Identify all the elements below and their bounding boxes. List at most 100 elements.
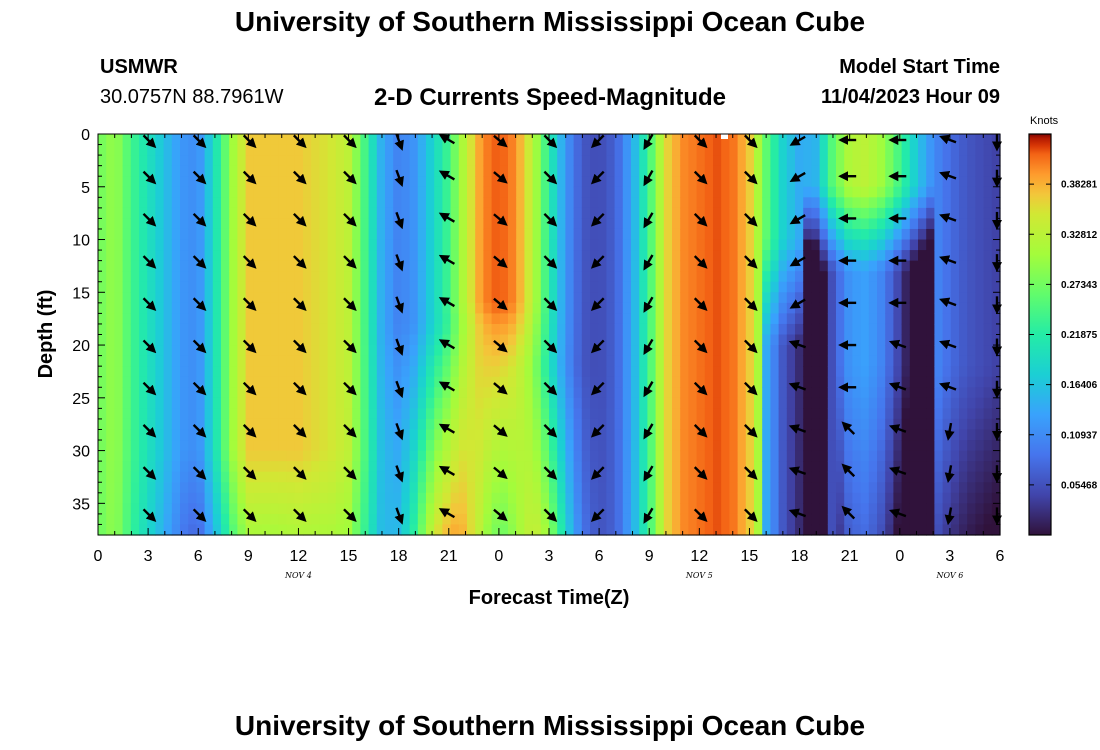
heatmap-cell xyxy=(270,302,279,314)
heatmap-cell xyxy=(737,513,747,526)
heatmap-cell xyxy=(417,482,427,494)
heatmap-cell xyxy=(294,355,304,367)
heatmap-cell xyxy=(877,408,886,420)
heatmap-cell xyxy=(352,450,361,462)
heatmap-cell xyxy=(188,302,197,314)
heatmap-cell xyxy=(245,144,255,156)
heatmap-cell xyxy=(319,524,329,536)
heatmap-cell xyxy=(729,408,739,420)
heatmap-cell xyxy=(868,250,878,262)
heatmap-cell xyxy=(508,313,517,325)
heatmap-cell xyxy=(770,228,780,241)
heatmap-cell xyxy=(893,260,903,272)
heatmap-cell xyxy=(475,323,484,336)
heatmap-cell xyxy=(442,492,452,504)
heatmap-cell xyxy=(491,250,501,262)
heatmap-cell xyxy=(409,260,419,272)
heatmap-cell xyxy=(311,397,320,409)
heatmap-cell xyxy=(778,197,788,209)
heatmap-cell xyxy=(729,197,739,209)
heatmap-cell xyxy=(458,155,468,167)
heatmap-cell xyxy=(581,144,591,156)
heatmap-cell xyxy=(893,524,903,536)
heatmap-cell xyxy=(836,397,845,409)
heatmap-cell xyxy=(688,292,698,304)
current-arrow xyxy=(394,422,404,441)
heatmap-cell xyxy=(442,197,452,209)
heatmap-cell xyxy=(188,334,197,346)
heatmap-cell xyxy=(303,165,312,177)
heatmap-cell xyxy=(155,186,165,198)
heatmap-cell xyxy=(401,239,411,251)
heatmap-cell xyxy=(319,345,329,357)
heatmap-cell xyxy=(278,397,288,409)
heatmap-cell xyxy=(147,197,156,209)
heatmap-cell xyxy=(532,334,542,346)
heatmap-cell xyxy=(327,397,337,409)
heatmap-cell xyxy=(934,524,944,536)
current-arrow xyxy=(939,339,957,350)
heatmap-cell xyxy=(245,197,255,209)
heatmap-cell xyxy=(303,492,312,504)
heatmap-cell xyxy=(499,271,509,283)
heatmap-cell xyxy=(139,513,148,526)
heatmap-cell xyxy=(795,366,804,378)
heatmap-cell xyxy=(590,186,599,198)
heatmap-cell xyxy=(975,513,985,526)
heatmap-cell xyxy=(344,408,353,420)
heatmap-cell xyxy=(229,323,238,336)
heatmap-cell xyxy=(253,440,263,452)
heatmap-cell xyxy=(327,207,337,220)
heatmap-cell xyxy=(975,260,985,272)
heatmap-cell xyxy=(762,376,771,388)
heatmap-cell xyxy=(270,397,279,409)
heatmap-cell xyxy=(147,355,156,367)
heatmap-cell xyxy=(770,450,780,462)
heatmap-cell xyxy=(959,429,968,441)
heatmap-cell xyxy=(918,323,927,336)
heatmap-cell xyxy=(212,313,222,325)
heatmap-cell xyxy=(508,450,517,462)
heatmap-cell xyxy=(524,144,534,156)
heatmap-cell xyxy=(204,186,214,198)
heatmap-cell xyxy=(959,397,968,409)
heatmap-cell xyxy=(204,397,214,409)
heatmap-cell xyxy=(721,239,730,251)
heatmap-cell xyxy=(352,366,361,378)
heatmap-cell xyxy=(253,461,263,473)
heatmap-cell xyxy=(713,408,722,420)
heatmap-cell xyxy=(221,197,230,209)
current-arrow xyxy=(293,424,307,438)
heatmap-cell xyxy=(991,186,1001,198)
heatmap-cell xyxy=(770,197,780,209)
heatmap-cell xyxy=(237,366,247,378)
heatmap-cell xyxy=(639,492,648,504)
heatmap-cell xyxy=(983,450,993,462)
heatmap-cell xyxy=(450,134,460,146)
heatmap-cell xyxy=(212,440,222,452)
heatmap-cell xyxy=(360,397,370,409)
heatmap-cell xyxy=(245,524,255,536)
heatmap-cell xyxy=(196,334,206,346)
heatmap-cell xyxy=(450,313,460,325)
heatmap-cell xyxy=(114,482,124,494)
heatmap-cell xyxy=(540,281,550,293)
heatmap-cell xyxy=(130,197,140,209)
heatmap-cell xyxy=(819,155,829,167)
heatmap-cell xyxy=(352,302,361,314)
heatmap-cell xyxy=(270,239,279,251)
heatmap-cell xyxy=(122,440,132,452)
heatmap-cell xyxy=(696,482,706,494)
heatmap-cell xyxy=(180,440,189,452)
heatmap-cell xyxy=(786,197,796,209)
heatmap-cell xyxy=(688,334,698,346)
heatmap-cell xyxy=(426,144,435,156)
heatmap-cell xyxy=(450,524,460,536)
heatmap-cell xyxy=(795,440,804,452)
heatmap-cell xyxy=(614,260,624,272)
heatmap-cell xyxy=(204,250,214,262)
heatmap-cell xyxy=(188,228,197,241)
heatmap-cell xyxy=(163,186,173,198)
heatmap-cell xyxy=(778,302,788,314)
heatmap-cell xyxy=(385,503,394,515)
